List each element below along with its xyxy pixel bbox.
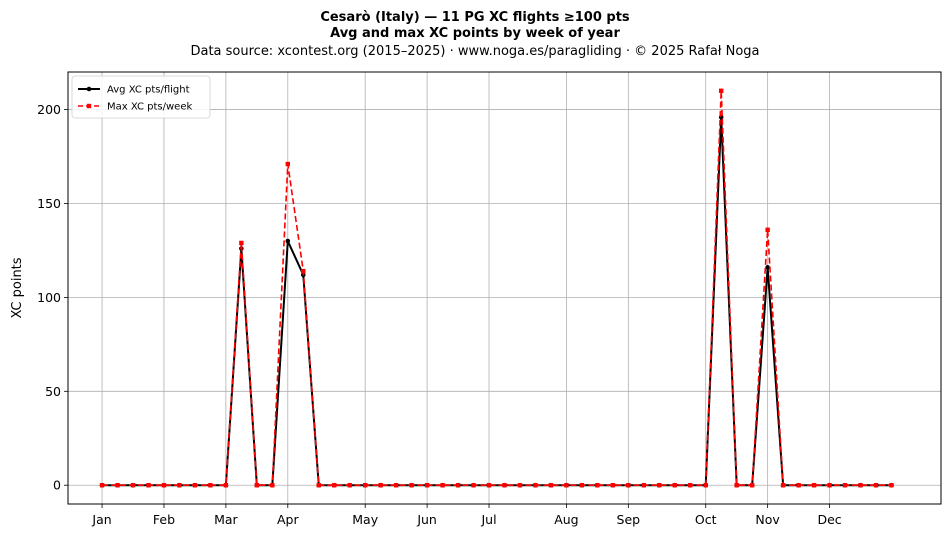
data-point bbox=[564, 483, 569, 488]
x-tick-label-may: May bbox=[352, 512, 378, 527]
data-point bbox=[471, 483, 476, 488]
legend-marker bbox=[86, 103, 92, 109]
data-point bbox=[548, 483, 554, 488]
data-point bbox=[626, 483, 631, 488]
data-point bbox=[115, 483, 120, 488]
series-layer bbox=[99, 88, 894, 488]
data-point bbox=[719, 88, 724, 93]
data-point bbox=[502, 483, 507, 488]
x-tick-label-jun: Jun bbox=[416, 512, 437, 527]
data-point bbox=[455, 483, 461, 488]
x-tick-label-feb: Feb bbox=[153, 512, 175, 527]
data-point bbox=[657, 483, 662, 488]
data-point bbox=[517, 483, 523, 488]
data-point bbox=[223, 483, 229, 488]
data-point bbox=[316, 483, 321, 488]
data-point bbox=[424, 483, 430, 488]
data-point bbox=[301, 268, 306, 274]
chart-title: Cesarò (Italy) — 11 PG XC flights ≥100 p… bbox=[320, 10, 630, 25]
ticks: 0 50 100 150 200 Jan Feb Mar Apr May Jun Jul Aug Sep O… bbox=[37, 102, 842, 527]
data-point bbox=[486, 483, 492, 488]
x-tick-label-jul: Jul bbox=[480, 512, 496, 527]
data-point bbox=[208, 483, 213, 488]
data-point bbox=[440, 483, 445, 488]
data-point bbox=[239, 240, 244, 246]
data-point bbox=[533, 483, 538, 488]
data-point bbox=[889, 483, 894, 488]
data-point bbox=[579, 483, 585, 488]
chart-subtitle: Avg and max XC points by week of year bbox=[330, 26, 620, 41]
data-point bbox=[254, 483, 260, 488]
y-tick-label: 200 bbox=[37, 102, 61, 117]
data-point bbox=[378, 483, 383, 488]
data-point bbox=[362, 483, 368, 488]
x-tick-label-oct: Oct bbox=[695, 512, 717, 527]
data-point bbox=[873, 483, 879, 488]
data-point bbox=[672, 483, 677, 488]
data-point bbox=[130, 483, 136, 488]
y-tick-label: 50 bbox=[45, 384, 61, 399]
data-point bbox=[703, 483, 708, 488]
legend-label: Avg XC pts/flight bbox=[107, 85, 190, 96]
x-tick-label-nov: Nov bbox=[755, 512, 780, 527]
data-point bbox=[595, 483, 600, 488]
data-point bbox=[858, 483, 863, 488]
data-point bbox=[161, 483, 167, 488]
chart-source: Data source: xcontest.org (2015–2025) · … bbox=[190, 44, 759, 59]
legend-box bbox=[71, 75, 211, 119]
data-point bbox=[409, 483, 414, 488]
data-point bbox=[270, 483, 275, 488]
data-point bbox=[285, 161, 290, 167]
data-point bbox=[827, 483, 832, 488]
data-point bbox=[796, 483, 801, 488]
y-axis-label: XC points bbox=[10, 257, 25, 318]
x-tick-label-apr: Apr bbox=[277, 512, 299, 527]
data-point bbox=[99, 483, 105, 488]
data-point bbox=[842, 483, 848, 488]
data-point bbox=[177, 483, 182, 488]
data-point bbox=[765, 265, 770, 270]
y-tick-label: 100 bbox=[37, 290, 61, 305]
x-tick-label-mar: Mar bbox=[214, 512, 238, 527]
data-point bbox=[780, 483, 786, 488]
data-point bbox=[688, 483, 693, 488]
data-point bbox=[641, 483, 647, 488]
legend: Avg XC pts/flight Max XC pts/week bbox=[71, 75, 211, 119]
data-point bbox=[765, 227, 770, 232]
data-point bbox=[332, 483, 337, 488]
data-point bbox=[192, 483, 198, 488]
data-point bbox=[393, 483, 399, 488]
legend-marker bbox=[86, 86, 92, 92]
x-tick-label-jan: Jan bbox=[91, 512, 111, 527]
data-point bbox=[811, 483, 817, 488]
x-tick-label-sep: Sep bbox=[617, 512, 641, 527]
data-point bbox=[610, 483, 616, 488]
data-point bbox=[734, 483, 739, 488]
data-point bbox=[347, 483, 352, 488]
grid bbox=[68, 72, 941, 504]
y-tick-label: 150 bbox=[37, 196, 61, 211]
series-line-0 bbox=[102, 116, 892, 487]
x-tick-label-aug: Aug bbox=[554, 512, 578, 527]
plot-frame bbox=[67, 71, 942, 505]
legend-label: Max XC pts/week bbox=[107, 102, 192, 113]
data-point bbox=[146, 483, 151, 488]
series-line-1 bbox=[102, 89, 892, 487]
y-tick-label: 0 bbox=[53, 478, 61, 493]
data-point bbox=[749, 483, 755, 488]
x-tick-label-dec: Dec bbox=[817, 512, 841, 527]
data-point bbox=[285, 238, 291, 244]
